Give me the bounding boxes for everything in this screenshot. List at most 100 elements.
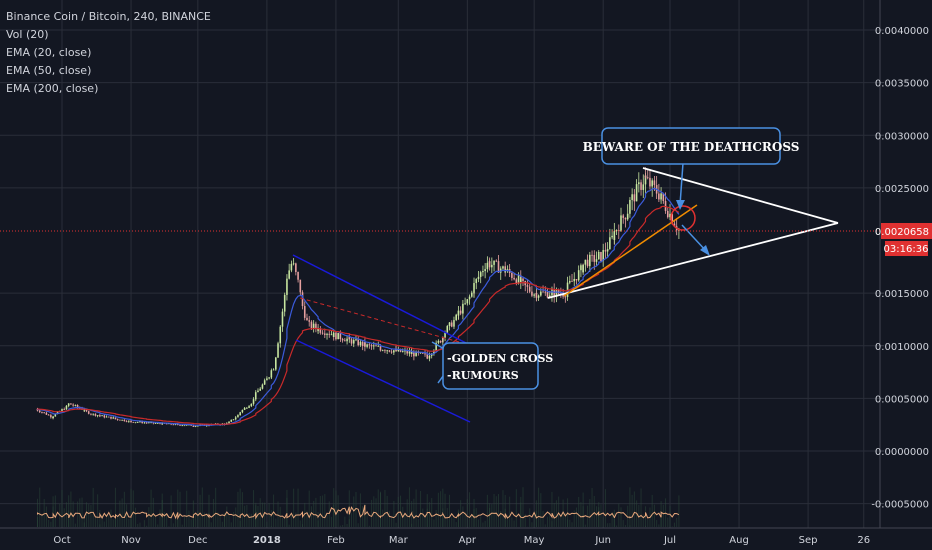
candle-body (281, 311, 284, 327)
candle-body (393, 350, 395, 353)
time-axis-labels: Oct Nov Dec 2018 Feb Mar Apr May Jun Jul Aug Sep 26 (53, 535, 870, 546)
channel-upper-line (292, 254, 471, 346)
candle-body (250, 403, 253, 407)
candle-body (526, 285, 529, 287)
candle-body (528, 286, 531, 292)
candle-body (237, 415, 239, 418)
candle-body (419, 352, 422, 354)
candle-body (185, 424, 188, 426)
ema-lines (36, 187, 680, 426)
candle-body (165, 423, 168, 425)
candle-body (437, 340, 440, 343)
candle-body (638, 182, 640, 185)
candle-body (582, 264, 584, 273)
candle-body (640, 182, 642, 190)
y-tick-label: 0.0010000 (875, 342, 929, 353)
candle-body (593, 254, 596, 262)
candle-body (317, 328, 319, 331)
x-tick-label: Nov (121, 535, 141, 546)
candle-body (197, 425, 199, 427)
current-price-badge (881, 223, 932, 239)
candle-body (497, 261, 500, 273)
candle-body (626, 213, 629, 220)
candle-body (482, 271, 484, 273)
candle-body (537, 295, 540, 298)
x-tick-label: May (524, 535, 545, 546)
candle-body (268, 377, 270, 379)
candle-body (435, 342, 437, 351)
candle-body (495, 260, 498, 262)
candle-body (308, 320, 311, 322)
candle-body (270, 370, 273, 376)
candle-body (502, 266, 504, 269)
candle-body (350, 339, 353, 344)
triangle-lower-line (547, 222, 839, 299)
y-tick-label: 0.0030000 (875, 131, 929, 142)
candle-body (38, 410, 41, 413)
candle-body (359, 341, 362, 346)
candle-body (553, 289, 555, 297)
candle-body (243, 407, 246, 410)
candle-body (589, 254, 591, 267)
candle-body (597, 251, 600, 254)
candle-body (491, 264, 493, 268)
candle-body (246, 407, 248, 409)
candle-body (275, 357, 277, 370)
candle-body (52, 416, 54, 419)
candle-body (355, 339, 357, 341)
candle-body (658, 193, 660, 200)
candle-body (573, 279, 576, 282)
candle-body (63, 409, 66, 410)
candle-body (586, 259, 589, 267)
x-tick-label: 26 (857, 535, 870, 546)
candle-body (620, 215, 622, 232)
y-tick-label: -0.0005000 (871, 500, 929, 511)
candle-body (673, 223, 676, 227)
candle-body (136, 422, 139, 423)
candle-body (248, 406, 250, 408)
candle-body (595, 259, 598, 262)
x-tick-label: Dec (188, 535, 207, 546)
candle-body (328, 333, 331, 335)
candle-body (488, 261, 491, 268)
candle-body (555, 290, 558, 297)
candle-body (119, 419, 121, 421)
candle-body (631, 194, 633, 200)
candle-body (183, 425, 186, 427)
candle-body (76, 405, 79, 408)
candle-body (368, 344, 371, 346)
legend-volume: Vol (20) (6, 28, 49, 41)
candle-body (424, 353, 426, 355)
channel-mid-dashed-line (299, 297, 471, 346)
candle-body (660, 193, 662, 197)
candle-body (112, 417, 115, 419)
candle-body (404, 350, 406, 352)
candle-body (297, 271, 299, 280)
triangle-upper-line (642, 167, 839, 224)
candle-body (54, 413, 57, 417)
candle-body (321, 332, 324, 334)
candle-body (381, 350, 384, 352)
candle-body (426, 356, 429, 359)
candle-body (179, 424, 181, 426)
deathcross-arrow-line (679, 162, 684, 206)
x-tick-label: Jun (594, 535, 611, 546)
volume-pane (37, 487, 680, 527)
candle-body (257, 390, 259, 393)
candle-body (128, 420, 130, 422)
candle-body (433, 350, 435, 354)
candle-body (666, 210, 669, 218)
candle-body (522, 278, 524, 282)
candle-body (624, 217, 627, 220)
candle-body (415, 351, 417, 357)
candle-body (370, 345, 373, 347)
candle-body (132, 421, 135, 423)
price-axis-labels: 0.0040000 0.0035000 0.0030000 0.0025000 0.00… (871, 26, 929, 511)
candle-body (580, 265, 582, 271)
candle-body (337, 333, 339, 340)
candle-body (470, 292, 473, 297)
candle-body (288, 270, 290, 279)
candle-body (644, 175, 647, 178)
candle-body (591, 254, 593, 256)
